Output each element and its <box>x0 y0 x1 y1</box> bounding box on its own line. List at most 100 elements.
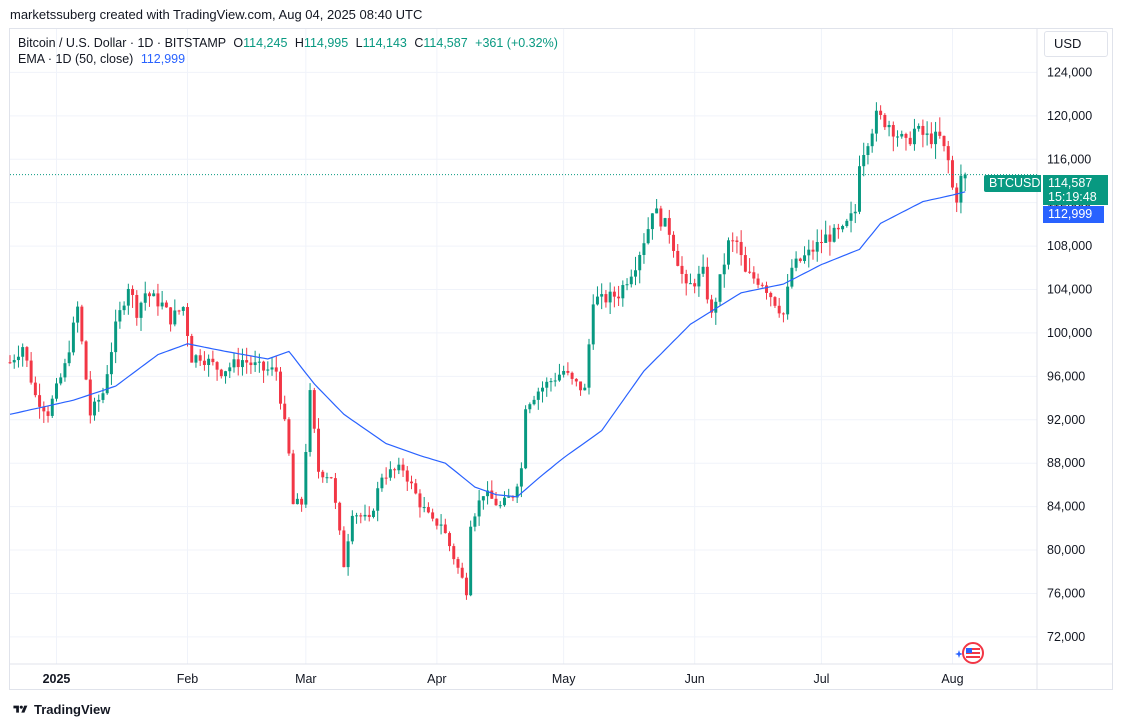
candle-body <box>350 515 354 542</box>
candle-body <box>519 468 523 487</box>
candle-body <box>524 409 528 469</box>
candle-body <box>118 310 122 322</box>
candle-body <box>126 288 130 306</box>
candle-body <box>642 243 646 255</box>
candle-body <box>456 559 460 568</box>
candle-body <box>557 374 561 381</box>
candle-body <box>583 387 587 391</box>
candle-body <box>815 242 819 252</box>
candle-body <box>477 500 481 517</box>
candle-body <box>828 234 832 242</box>
candle-body <box>655 208 659 214</box>
candle-body <box>646 229 650 244</box>
candle-body <box>752 272 756 279</box>
candle-body <box>236 359 240 368</box>
candle-body <box>295 498 299 505</box>
candle-body <box>705 266 709 300</box>
candle-body <box>566 370 570 373</box>
candle-body <box>262 361 266 371</box>
x-tick-label: Mar <box>295 672 317 686</box>
candle-body <box>748 271 752 273</box>
candle-body <box>266 369 270 371</box>
candle-body <box>202 360 206 366</box>
candle-body <box>380 477 384 489</box>
candle-body <box>211 358 215 363</box>
candle-body <box>934 131 938 145</box>
candle-body <box>769 292 773 298</box>
candle-body <box>490 490 494 499</box>
candle-body <box>790 267 794 287</box>
candle-body <box>405 470 409 482</box>
candle-body <box>401 464 405 471</box>
candle-body <box>439 524 443 526</box>
candle-body <box>253 362 257 366</box>
candle-body <box>676 250 680 266</box>
candle-body <box>604 294 608 303</box>
last-price-value: 114,587 <box>1048 176 1093 190</box>
candle-body <box>388 469 392 478</box>
candle-body <box>756 278 760 285</box>
candle-body <box>16 356 20 361</box>
candle-body <box>807 249 811 256</box>
candle-body <box>849 213 853 221</box>
candle-body <box>883 114 887 128</box>
symbol-title: Bitcoin / U.S. Dollar · 1D · BITSTAMP <box>18 36 226 50</box>
candle-body <box>845 220 849 227</box>
y-tick-label: 96,000 <box>1047 369 1085 383</box>
candle-body <box>76 306 80 323</box>
candle-body <box>617 296 621 299</box>
candle-body <box>955 187 959 203</box>
candle-body <box>946 146 950 161</box>
candle-body <box>743 255 747 272</box>
candle-body <box>215 362 219 370</box>
candle-body <box>367 514 371 517</box>
candle-body <box>570 372 574 379</box>
candle-body <box>803 255 807 261</box>
candle-body <box>63 363 67 378</box>
currency-button[interactable]: USD <box>1044 31 1108 57</box>
high-label: H <box>294 36 304 50</box>
candle-body <box>257 361 261 363</box>
candle-body <box>224 371 228 377</box>
candle-body <box>760 284 764 286</box>
candle-body <box>460 567 464 578</box>
candle-body <box>680 265 684 274</box>
candle-body <box>625 284 629 286</box>
candle-body <box>896 136 900 138</box>
ema-series <box>9 191 966 498</box>
candle-body <box>481 496 485 501</box>
candle-body <box>393 469 397 471</box>
candle-body <box>376 488 380 511</box>
y-tick-label: 84,000 <box>1047 500 1085 514</box>
x-tick-label: Aug <box>941 672 963 686</box>
candle-body <box>579 381 583 391</box>
candle-body <box>879 110 883 115</box>
attribution-text: marketssuberg created with TradingView.c… <box>10 7 423 22</box>
y-tick-label: 108,000 <box>1047 239 1092 253</box>
symbol-badge: BTCUSD <box>984 175 1041 192</box>
candle-body <box>612 291 616 297</box>
us-flag-event-icon[interactable] <box>955 641 985 665</box>
candle-body <box>574 378 578 382</box>
candle-body <box>418 493 422 508</box>
footer-brand: TradingView <box>12 702 110 717</box>
candle-body <box>59 377 63 384</box>
candle-body <box>553 380 557 382</box>
candle-body <box>181 307 185 311</box>
candle-body <box>164 302 168 308</box>
ema-row: EMA · 1D (50, close) 112,999 <box>18 51 558 67</box>
candle-body <box>819 242 823 244</box>
candle-body <box>731 240 735 242</box>
candle-body <box>147 293 151 297</box>
candle-body <box>904 133 908 138</box>
candle-body <box>156 293 160 307</box>
candle-body <box>950 160 954 188</box>
candle-body <box>739 241 743 256</box>
high-value: 114,995 <box>303 36 349 50</box>
candle-body <box>765 285 768 293</box>
candle-body <box>228 367 232 372</box>
ema-line <box>9 191 966 498</box>
candle-body <box>287 419 291 454</box>
candle-body <box>93 401 97 416</box>
